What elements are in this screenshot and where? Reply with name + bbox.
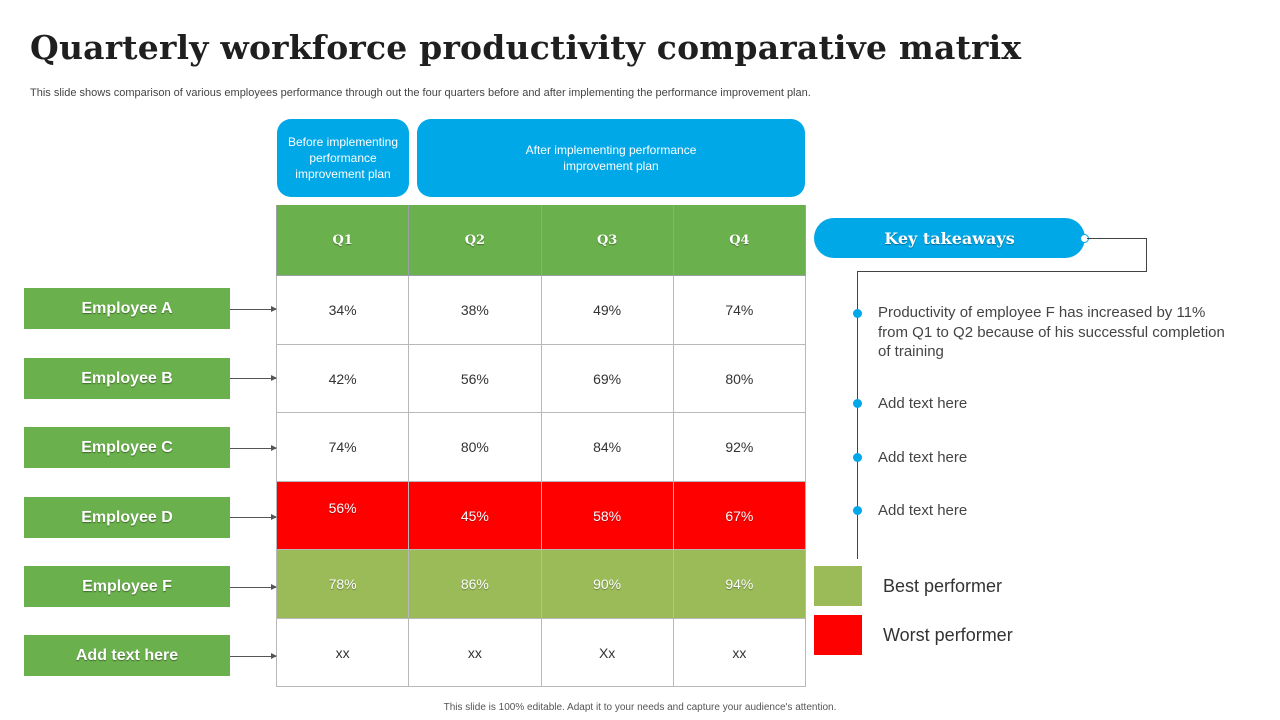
takeaway-item: Add text here [878, 449, 968, 466]
before-plan-header: Before implementing performance improvem… [277, 119, 409, 197]
matrix-cell: xx [408, 617, 542, 687]
matrix-cell: 84% [540, 412, 674, 482]
matrix-row-employee-c: 74% 80% 84% 92% [275, 412, 807, 482]
matrix-row-add-text: xx xx Xx xx [275, 617, 807, 687]
matrix-cell: 80% [408, 412, 542, 482]
connector-line [1087, 238, 1147, 239]
column-header-q2: Q2 [408, 205, 542, 276]
takeaways-timeline-line [857, 271, 858, 559]
matrix-row-employee-f: 78% 86% 90% 94% [275, 549, 807, 619]
matrix-cell: 58% [540, 480, 674, 550]
after-plan-header: After implementing performance improveme… [417, 119, 805, 197]
footer-note: This slide is 100% editable. Adapt it to… [443, 702, 837, 713]
arrow-right-icon [230, 653, 277, 659]
matrix-row-employee-a: 34% 38% 49% 74% [275, 275, 807, 345]
matrix-cell: 90% [540, 549, 674, 619]
matrix-cell: 78% [275, 549, 410, 619]
matrix-cell: 56% [408, 343, 542, 413]
matrix-cell: 34% [275, 275, 410, 345]
best-performer-label: Best performer [883, 576, 1003, 596]
arrow-right-icon [230, 375, 277, 381]
matrix-cell: 74% [672, 275, 807, 345]
column-header-q4: Q4 [672, 205, 807, 276]
bullet-dot-icon [853, 399, 862, 408]
employee-label-f: Employee F [24, 566, 230, 607]
matrix-cell: xx [672, 617, 807, 687]
best-performer-swatch [814, 566, 862, 606]
employee-label-b: Employee B [24, 358, 230, 399]
matrix-cell: xx [275, 617, 410, 687]
matrix-cell: 92% [672, 412, 807, 482]
connector-line [857, 271, 1147, 272]
matrix-cell: 38% [408, 275, 542, 345]
employee-label-d: Employee D [24, 497, 230, 538]
matrix-header-row: Q1 Q2 Q3 Q4 [275, 205, 807, 276]
page-subtitle: This slide shows comparison of various e… [30, 87, 811, 99]
employee-label-a: Employee A [24, 288, 230, 329]
column-header-q3: Q3 [540, 205, 674, 276]
matrix-row-employee-d: 56% 45% 58% 67% [275, 480, 807, 550]
bullet-dot-icon [853, 309, 862, 318]
matrix-cell: 42% [275, 343, 410, 413]
takeaway-item: Add text here [878, 502, 968, 519]
arrow-right-icon [230, 306, 277, 312]
worst-performer-swatch [814, 615, 862, 655]
matrix-cell: 67% [672, 480, 807, 550]
page-title: Quarterly workforce productivity compara… [30, 28, 1022, 67]
takeaway-item: Productivity of employee F has increased… [878, 304, 1225, 360]
arrow-right-icon [230, 445, 277, 451]
bullet-dot-icon [853, 506, 862, 515]
employee-label-c: Employee C [24, 427, 230, 468]
matrix-cell: 86% [408, 549, 542, 619]
key-takeaways-title: Key takeaways [814, 218, 1085, 258]
before-plan-header-label: Before implementing performance improvem… [287, 135, 399, 181]
takeaway-item: Add text here [878, 395, 968, 412]
matrix-cell: 80% [672, 343, 807, 413]
matrix-cell: 94% [672, 549, 807, 619]
column-header-q1: Q1 [275, 205, 410, 276]
matrix-cell: 56% [275, 480, 410, 550]
productivity-matrix: Q1 Q2 Q3 Q4 34% 38% 49% 74% 42% 56% 69% … [275, 205, 807, 687]
arrow-right-icon [230, 584, 277, 590]
connector-line [1146, 238, 1147, 272]
matrix-cell: 74% [275, 412, 410, 482]
bullet-dot-icon [853, 453, 862, 462]
matrix-row-employee-b: 42% 56% 69% 80% [275, 343, 807, 413]
matrix-cell: 69% [540, 343, 674, 413]
after-plan-header-label: After implementing performance improveme… [525, 143, 697, 173]
matrix-cell: 49% [540, 275, 674, 345]
worst-performer-label: Worst performer [883, 625, 1013, 645]
matrix-cell: Xx [540, 617, 674, 687]
arrow-right-icon [230, 514, 277, 520]
matrix-cell: 45% [408, 480, 542, 550]
employee-label-add-text: Add text here [24, 635, 230, 676]
